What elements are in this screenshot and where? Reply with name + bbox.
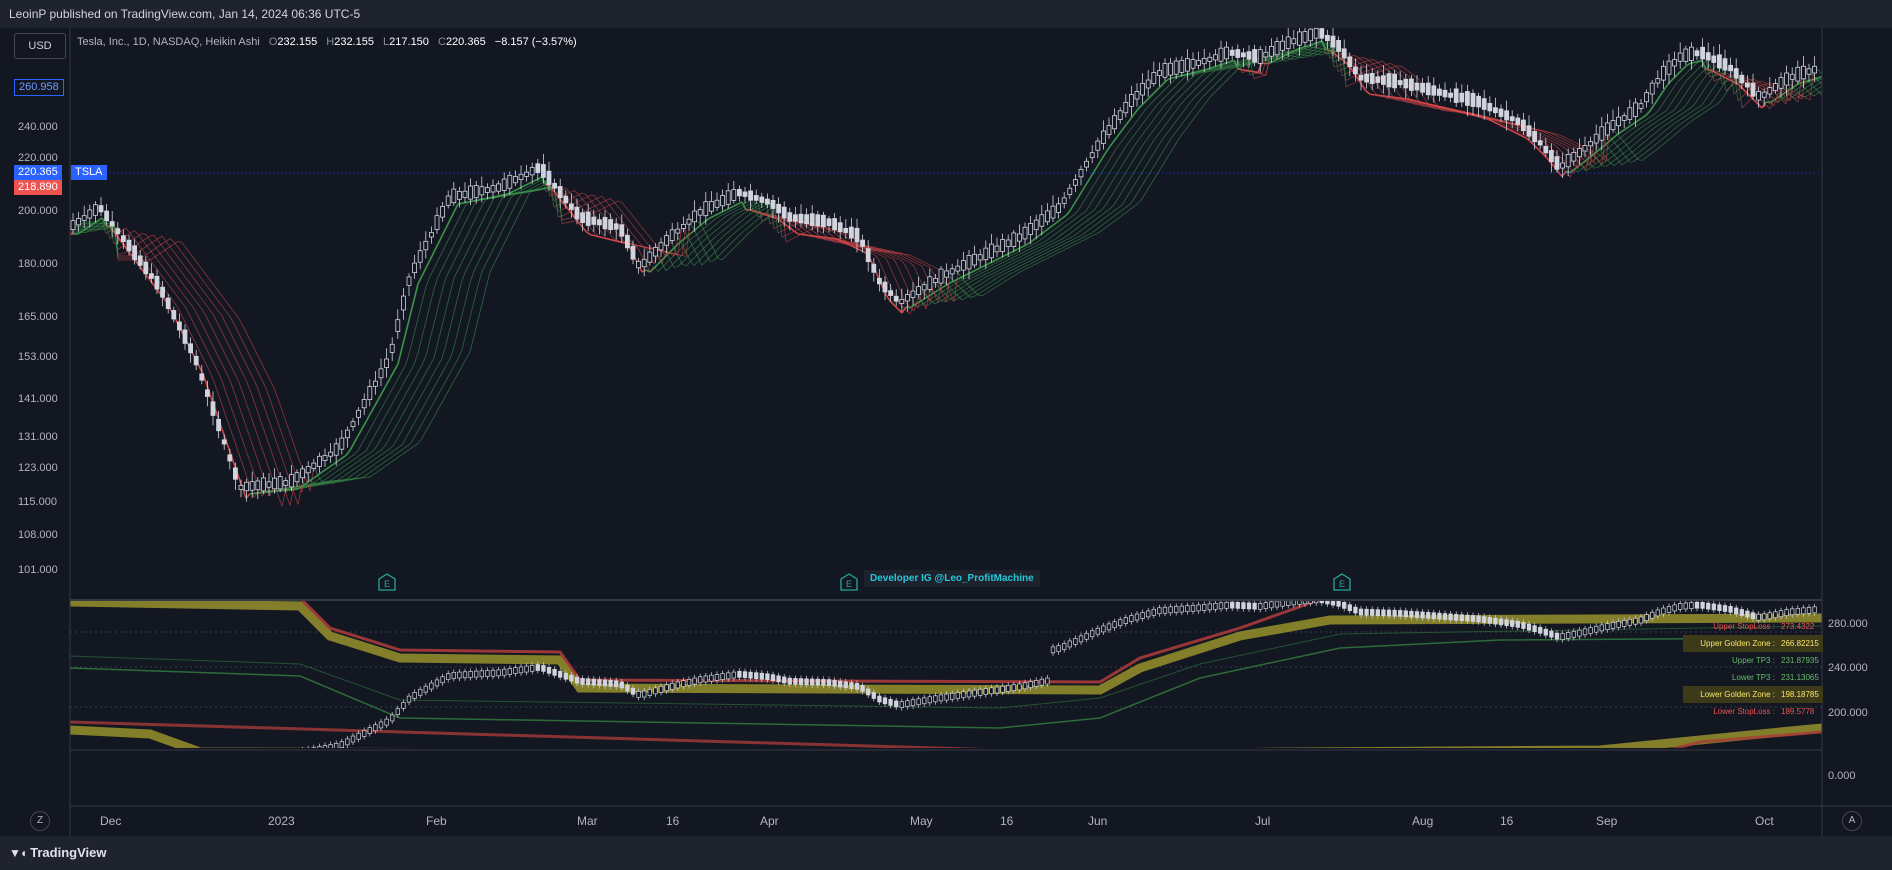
price-axis-label: 180.000: [18, 258, 58, 270]
time-axis-label: Dec: [100, 814, 122, 828]
symbol-badge: TSLA: [71, 165, 107, 180]
lower-axis-label: 200.000: [1828, 707, 1868, 719]
tradingview-logo[interactable]: ▼◖ TradingView: [9, 845, 107, 860]
ohlc-high: H232.155: [326, 36, 374, 48]
earnings-event-icon[interactable]: E: [1333, 573, 1351, 591]
price-axis-label: 141.000: [18, 393, 58, 405]
price-change: −8.157 (−3.57%): [494, 36, 577, 48]
level-label: Upper Golden Zone :: [1700, 639, 1775, 648]
chart-area[interactable]: USD Tesla, Inc., 1D, NASDAQ, Heikin Ashi…: [0, 28, 1892, 836]
developer-annotation: Developer IG @Leo_ProfitMachine: [864, 570, 1040, 587]
level-value: 266.82215: [1781, 639, 1819, 648]
pane-frame: [69, 28, 1892, 836]
level-row: Lower TP3 : 231.13065: [1683, 669, 1823, 686]
price-axis-label: 153.000: [18, 351, 58, 363]
time-axis-label: May: [910, 814, 933, 828]
secondary-price-label: 218.890: [14, 180, 62, 195]
price-axis-label: 131.000: [18, 431, 58, 443]
level-row: Lower StopLoss : 189.5778: [1683, 703, 1823, 720]
level-label: Upper StopLoss :: [1713, 622, 1775, 631]
price-axis-label: 115.000: [18, 496, 57, 508]
time-axis-label: Jun: [1088, 814, 1108, 828]
price-axis-label: 165.000: [18, 311, 58, 323]
level-value: 198.18785: [1781, 690, 1819, 699]
lower-axis-label: 240.000: [1828, 662, 1868, 674]
publisher-bar: LeoinP published on TradingView.com, Jan…: [0, 0, 1892, 28]
lower-axis-label: 280.000: [1828, 618, 1868, 630]
time-axis-label: 16: [1000, 814, 1014, 828]
price-axis-label: 123.000: [18, 462, 58, 474]
publisher-text: LeoinP published on TradingView.com, Jan…: [9, 7, 361, 21]
levels-table: Upper StopLoss : 273.4322 Upper Golden Zon…: [1683, 618, 1823, 720]
level-label: Lower Golden Zone :: [1700, 690, 1775, 699]
instrument-name: Tesla, Inc., 1D, NASDAQ, Heikin Ashi: [77, 36, 260, 48]
level-label: Lower StopLoss :: [1713, 707, 1775, 716]
price-axis-label: 200.000: [18, 205, 58, 217]
time-axis-label: Aug: [1412, 814, 1434, 828]
time-axis-label: 16: [666, 814, 680, 828]
level-value: 231.87935: [1781, 656, 1819, 665]
symbol-legend: Tesla, Inc., 1D, NASDAQ, Heikin Ashi O23…: [77, 36, 577, 48]
level-label: Upper TP3 :: [1732, 656, 1775, 665]
last-price-label: 220.365: [14, 165, 62, 180]
time-axis-label: Jul: [1255, 814, 1271, 828]
zoom-button[interactable]: Z: [30, 811, 50, 831]
level-row: Lower Golden Zone : 198.18785: [1683, 686, 1823, 703]
time-axis-label: Sep: [1596, 814, 1618, 828]
time-axis-label: Apr: [760, 814, 779, 828]
level-value: 273.4322: [1781, 622, 1815, 631]
earnings-event-icon[interactable]: E: [378, 573, 396, 591]
level-value: 231.13065: [1781, 673, 1819, 682]
footer-bar: ▼◖ TradingView: [0, 836, 1892, 870]
high-price-marker: 260.958: [14, 79, 64, 96]
price-axis-label: 240.000: [18, 121, 58, 133]
auto-scale-button[interactable]: A: [1842, 811, 1862, 831]
candlesticks: [70, 28, 1817, 502]
time-axis-label: 2023: [268, 814, 295, 828]
price-axis-label: 101.000: [18, 564, 58, 576]
time-axis-label: Feb: [426, 814, 447, 828]
level-value: 189.5778: [1781, 707, 1815, 716]
earnings-event-icon[interactable]: E: [840, 573, 858, 591]
ohlc-low: L217.150: [383, 36, 429, 48]
level-row: Upper StopLoss : 273.4322: [1683, 618, 1823, 635]
ohlc-open: O232.155: [268, 36, 318, 48]
time-axis-label: 16: [1500, 814, 1514, 828]
price-axis-label: 220.000: [18, 152, 58, 164]
ohlc-close: C220.365: [437, 36, 486, 48]
level-label: Lower TP3 :: [1732, 673, 1775, 682]
chart-canvas[interactable]: [0, 28, 1892, 836]
lower-axis-label: 0.000: [1828, 770, 1856, 782]
tradingview-logo-icon: ▼◖: [9, 846, 27, 860]
currency-button[interactable]: USD: [14, 33, 66, 59]
level-row: Upper TP3 : 231.87935: [1683, 652, 1823, 669]
time-axis-label: Oct: [1755, 814, 1774, 828]
price-axis-label: 108.000: [18, 529, 58, 541]
time-axis-label: Mar: [577, 814, 598, 828]
level-row: Upper Golden Zone : 266.82215: [1683, 635, 1823, 652]
lower-pane: [70, 600, 1822, 748]
